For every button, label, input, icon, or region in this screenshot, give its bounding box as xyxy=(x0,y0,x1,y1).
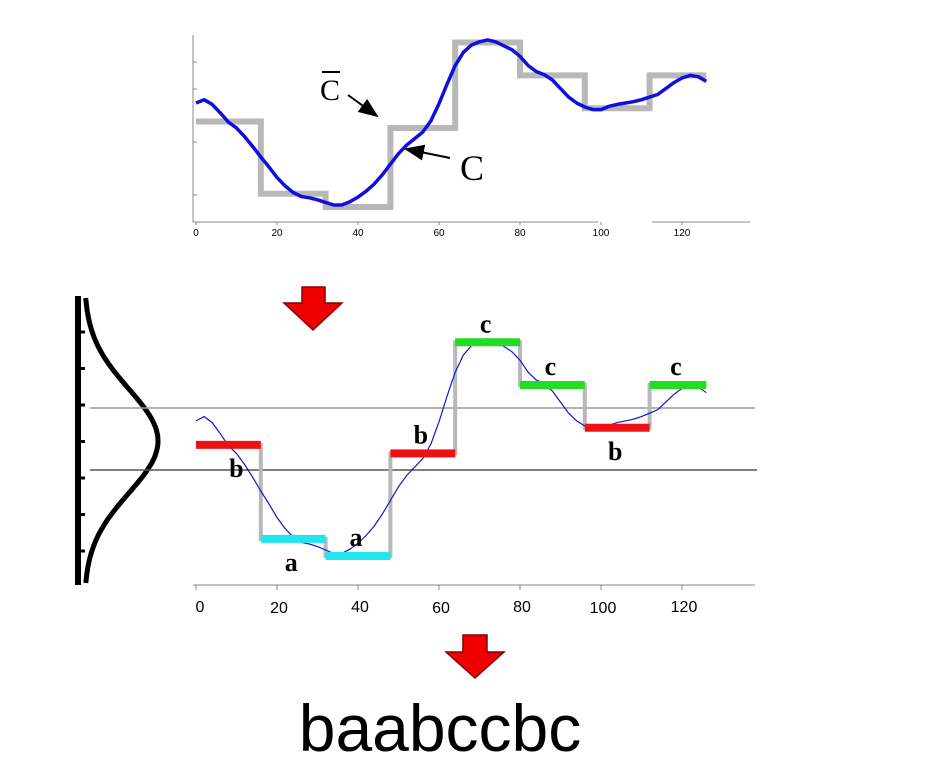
arrow-c xyxy=(404,144,451,161)
top-x-tick-label: 120 xyxy=(674,228,691,239)
bottom-x-tick-label: 0 xyxy=(196,599,205,616)
arrow-c-bar xyxy=(347,94,379,118)
bottom-time-series-line xyxy=(195,338,707,554)
down-arrow-2 xyxy=(444,634,506,680)
top-x-tick-label: 80 xyxy=(514,228,526,239)
symbol-label-b: b xyxy=(608,437,622,466)
bottom-x-tick-label: 100 xyxy=(590,600,617,617)
bottom-x-tick-label: 20 xyxy=(270,600,288,617)
segment-a xyxy=(325,552,391,560)
top-x-tick-label: 60 xyxy=(433,228,445,239)
symbol-label-a: a xyxy=(285,548,298,577)
segment-c xyxy=(455,338,520,347)
segment-b xyxy=(196,440,261,449)
top-paa-approximation-line xyxy=(196,39,707,210)
bottom-x-tick-label: 120 xyxy=(671,599,698,616)
bottom-x-ticks xyxy=(195,585,683,590)
symbol-label-a: a xyxy=(350,523,363,552)
top-y-ticks xyxy=(193,61,197,196)
bottom-x-tick-labels: 0 20 40 60 80 100 120 xyxy=(196,599,698,617)
bottom-x-tick-label: 40 xyxy=(351,599,369,616)
gaussian-distribution-curve xyxy=(75,296,161,585)
top-x-tick-label: 100 xyxy=(593,228,610,239)
bottom-discretized-plot: 0 20 40 60 80 100 120 b a a b c c b c xyxy=(90,309,757,617)
symbol-label-c: c xyxy=(670,352,682,381)
segment-c xyxy=(649,381,707,389)
top-x-tick-label: 40 xyxy=(352,228,364,239)
top-time-series-plot: 0 20 40 60 80 100 120 C C xyxy=(192,35,750,239)
bottom-x-tick-label: 60 xyxy=(432,600,450,617)
top-x-tick-labels: 0 20 40 60 80 100 120 xyxy=(193,228,691,239)
segment-b xyxy=(390,449,456,458)
sax-result-word: baabccbc xyxy=(298,691,582,765)
symbol-label-c: c xyxy=(545,352,557,381)
top-x-ticks xyxy=(195,222,683,225)
bottom-paa-approximation-line xyxy=(196,340,707,558)
segment-b xyxy=(584,423,650,432)
symbol-segments xyxy=(196,338,707,560)
symbol-labels: b a a b c c b c xyxy=(229,309,682,577)
segment-c xyxy=(520,381,585,389)
symbol-label-b: b xyxy=(414,420,428,449)
bottom-x-tick-label: 80 xyxy=(513,599,531,616)
symbol-label-b: b xyxy=(229,454,243,483)
top-x-tick-label: 0 xyxy=(193,228,199,239)
top-time-series-line xyxy=(195,38,708,207)
label-c-bar: C xyxy=(320,74,340,107)
top-x-tick-label: 20 xyxy=(271,228,283,239)
gaussian-curve-line xyxy=(83,297,161,584)
gaussian-ticks xyxy=(78,330,85,553)
down-arrow-1 xyxy=(282,286,344,332)
label-c: C xyxy=(460,148,484,188)
segment-a xyxy=(260,534,326,543)
symbol-label-c: c xyxy=(480,309,492,338)
